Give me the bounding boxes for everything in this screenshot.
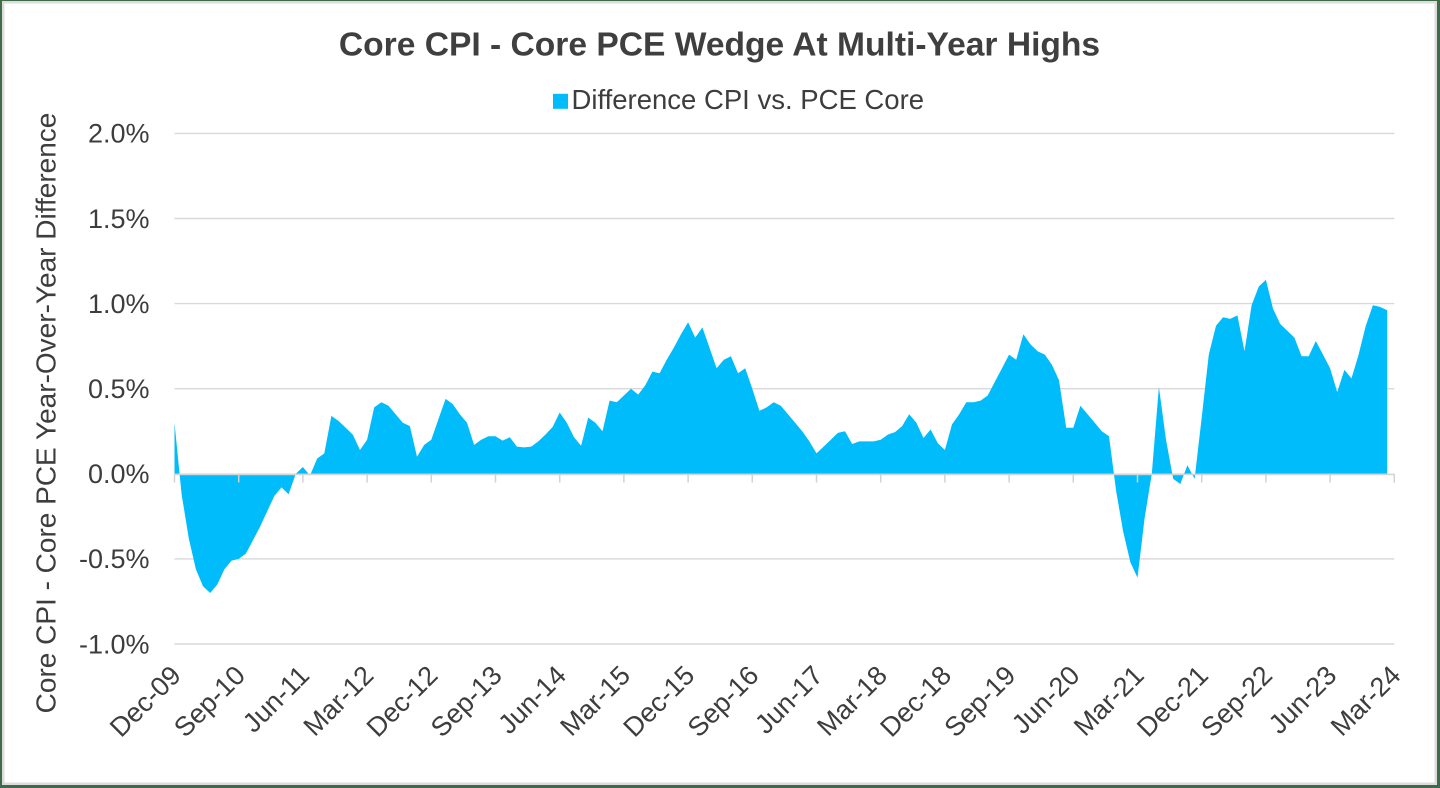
svg-text:Dec-12: Dec-12 <box>361 660 444 743</box>
svg-text:0.0%: 0.0% <box>88 459 150 489</box>
svg-text:Sep-10: Sep-10 <box>168 660 251 743</box>
svg-text:Sep-22: Sep-22 <box>1195 660 1278 743</box>
svg-text:Mar-24: Mar-24 <box>1325 660 1407 742</box>
svg-text:1.0%: 1.0% <box>88 289 150 319</box>
svg-text:1.5%: 1.5% <box>88 204 150 234</box>
svg-text:0.5%: 0.5% <box>88 374 150 404</box>
svg-text:2.0%: 2.0% <box>88 119 150 149</box>
svg-text:Mar-21: Mar-21 <box>1068 660 1150 742</box>
svg-text:Dec-21: Dec-21 <box>1131 660 1214 743</box>
svg-text:Dec-15: Dec-15 <box>618 660 701 743</box>
svg-text:Jun-20: Jun-20 <box>1006 660 1086 740</box>
svg-text:Core CPI - Core PCE Wedge At M: Core CPI - Core PCE Wedge At Multi-Year … <box>339 27 1100 64</box>
svg-text:Mar-18: Mar-18 <box>811 660 893 742</box>
svg-text:Jun-14: Jun-14 <box>492 660 572 740</box>
svg-text:Jun-17: Jun-17 <box>749 660 829 740</box>
svg-text:Jun-23: Jun-23 <box>1263 660 1343 740</box>
svg-text:-0.5%: -0.5% <box>79 544 150 574</box>
svg-text:Mar-15: Mar-15 <box>554 660 636 742</box>
svg-text:-1.0%: -1.0% <box>79 629 150 659</box>
svg-text:Difference CPI vs. PCE Core: Difference CPI vs. PCE Core <box>572 84 925 115</box>
svg-text:Sep-13: Sep-13 <box>425 660 508 743</box>
svg-text:Sep-19: Sep-19 <box>939 660 1022 743</box>
svg-text:Mar-12: Mar-12 <box>298 660 380 742</box>
svg-text:Sep-16: Sep-16 <box>682 660 765 743</box>
svg-text:Dec-09: Dec-09 <box>104 660 187 743</box>
svg-text:Core CPI - Core PCE Year-Over-: Core CPI - Core PCE Year-Over-Year Diffe… <box>31 113 62 714</box>
svg-text:Dec-18: Dec-18 <box>874 660 957 743</box>
